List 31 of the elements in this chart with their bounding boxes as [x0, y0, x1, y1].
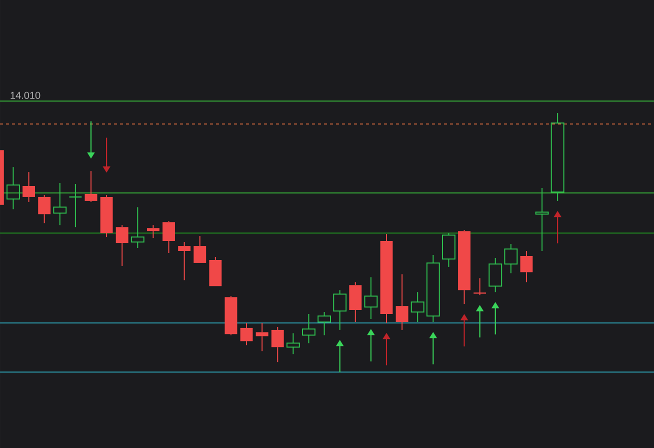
candlestick: [22, 172, 36, 202]
candlestick: [53, 182, 67, 226]
candlestick: [380, 234, 393, 324]
candlestick: [38, 194, 51, 224]
candlestick: [458, 230, 470, 305]
candlestick: [410, 292, 424, 322]
candlestick: [271, 326, 284, 363]
candlestick: [396, 274, 408, 330]
candlestick: [84, 170, 98, 202]
candlestick: [178, 242, 191, 281]
candlestick: [256, 322, 268, 352]
candlestick: [364, 276, 378, 320]
candlestick: [286, 332, 300, 355]
candlestick: [488, 257, 502, 293]
candlestick: [130, 206, 144, 249]
candlestick: [162, 220, 175, 254]
candlestick: [68, 184, 82, 228]
candlestick: [116, 224, 128, 266]
candlestick: [302, 314, 316, 344]
candlestick: [520, 250, 533, 283]
text: 14.010: [10, 92, 40, 99]
candlestick: [224, 296, 238, 336]
candlestick: [426, 254, 440, 322]
candlestick: [100, 194, 113, 238]
candlestick: [535, 188, 549, 252]
candlestick: [6, 166, 20, 210]
candlestick: [146, 224, 160, 239]
candlestick: [550, 112, 564, 202]
candlestick: [240, 322, 253, 346]
candlestick: [504, 244, 518, 274]
candlestick: [349, 282, 362, 322]
